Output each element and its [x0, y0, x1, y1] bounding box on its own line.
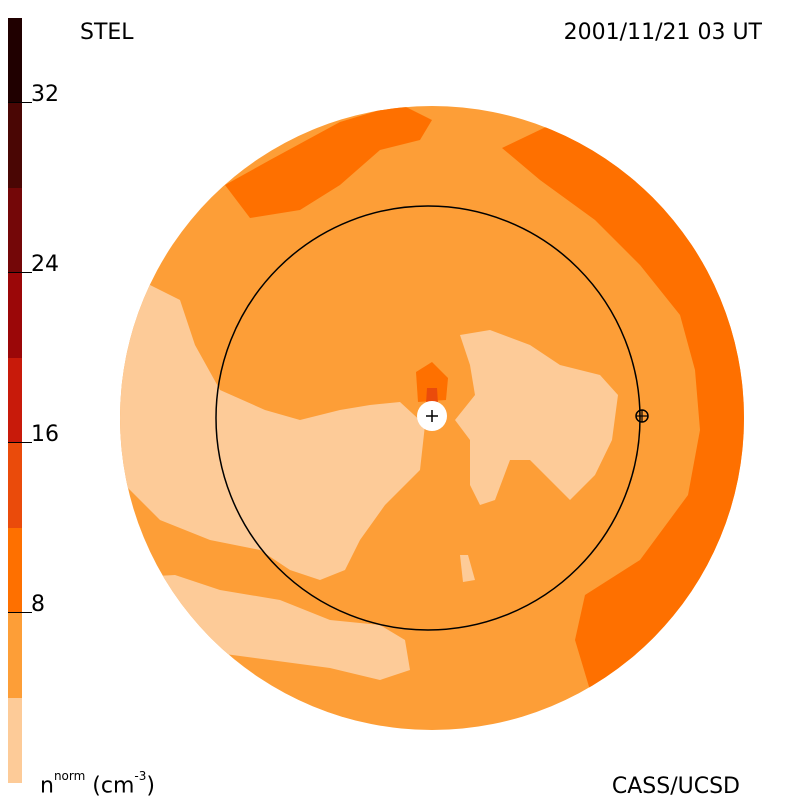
colorbar: [8, 18, 22, 783]
colorbar-tick-32: [8, 102, 32, 103]
colorbar-label-8: 8: [31, 592, 45, 617]
colorbar-segment-4: [8, 443, 22, 528]
colorbar-segment-7: [8, 188, 22, 273]
colorbar-label-32: 32: [31, 82, 59, 107]
sparse-region-center: [455, 330, 618, 505]
colorbar-segment-2: [8, 613, 22, 698]
unit-label: nnorm (cm-3): [40, 769, 155, 799]
colorbar-tick-8: [8, 612, 32, 613]
colorbar-segment-1: [8, 698, 22, 783]
colorbar-label-16: 16: [31, 422, 59, 447]
sparse-region-bottom-left: [120, 575, 410, 680]
colorbar-segment-8: [8, 103, 22, 188]
peak-region: [416, 362, 448, 402]
colorbar-segment-3: [8, 528, 22, 613]
colorbar-segment-5: [8, 358, 22, 443]
colorbar-tick-16: [8, 442, 32, 443]
colorbar-segment-9: [8, 18, 22, 103]
station-label: STEL: [80, 20, 134, 45]
peak-core: [426, 388, 438, 404]
dense-region-top: [225, 106, 432, 218]
colorbar-label-24: 24: [31, 252, 59, 277]
credit-label: CASS/UCSD: [611, 774, 740, 799]
colorbar-segment-6: [8, 273, 22, 358]
sparse-region-left: [120, 285, 425, 580]
colorbar-tick-24: [8, 272, 32, 273]
datetime-label: 2001/11/21 03 UT: [563, 20, 762, 45]
sparse-region-small: [460, 555, 475, 582]
orbit-circle: [215, 205, 641, 631]
